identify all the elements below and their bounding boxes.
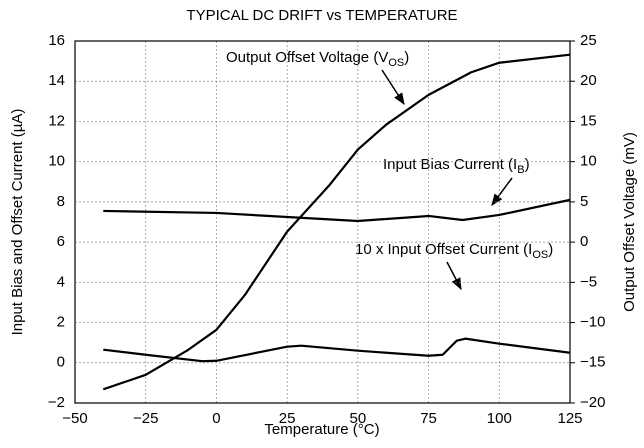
- x-tick-label: −50: [62, 410, 87, 427]
- y-tick-label: 6: [57, 233, 65, 250]
- y-tick-label: 16: [48, 32, 65, 49]
- y-tick-label: 0: [57, 354, 65, 371]
- x-tick-label: 125: [557, 410, 582, 427]
- chart-title: TYPICAL DC DRIFT vs TEMPERATURE: [186, 7, 457, 24]
- annotation: Input Bias Current (IB): [383, 156, 530, 176]
- y2-tick-label: 15: [580, 112, 597, 129]
- series-line: [103, 198, 571, 223]
- x-tick-label: 0: [212, 410, 220, 427]
- y2-tick-label: −20: [580, 394, 605, 411]
- series-line: [103, 337, 571, 363]
- y2-tick-label: −15: [580, 354, 605, 371]
- y-tick-label: 8: [57, 193, 65, 210]
- arrow: [491, 177, 513, 206]
- x-tick-label: 100: [487, 410, 512, 427]
- y2-tick-label: 0: [580, 233, 588, 250]
- annotation: Output Offset Voltage (VOS): [226, 49, 409, 69]
- y-tick-label: 4: [57, 273, 65, 290]
- x-tick-label: −25: [133, 410, 158, 427]
- annotation: 10 x Input Offset Current (IOS): [355, 241, 553, 261]
- y-tick-label: 2: [57, 314, 65, 331]
- y2-tick-label: 20: [580, 72, 597, 89]
- y2-tick-label: −10: [580, 314, 605, 331]
- y2-tick-label: 5: [580, 193, 588, 210]
- x-tick-label: 50: [350, 410, 367, 427]
- x-tick-label: 75: [420, 410, 437, 427]
- y-tick-label: −2: [48, 394, 65, 411]
- y2-axis-label: Output Offset Voltage (mV): [621, 132, 638, 312]
- y2-tick-label: 10: [580, 153, 597, 170]
- arrow: [381, 69, 405, 106]
- y2-tick-label: −5: [580, 273, 597, 290]
- y-axis-label: Input Bias and Offset Current (µA): [9, 109, 26, 336]
- y2-tick-label: 25: [580, 32, 597, 49]
- x-axis-label: Temperature (°C): [264, 421, 379, 438]
- arrow: [446, 261, 462, 291]
- y-tick-label: 10: [48, 153, 65, 170]
- y-tick-label: 12: [48, 112, 65, 129]
- series-line: [102, 53, 571, 391]
- plot-frame: [74, 40, 571, 404]
- y-tick-label: 14: [48, 72, 65, 89]
- x-tick-label: 25: [279, 410, 296, 427]
